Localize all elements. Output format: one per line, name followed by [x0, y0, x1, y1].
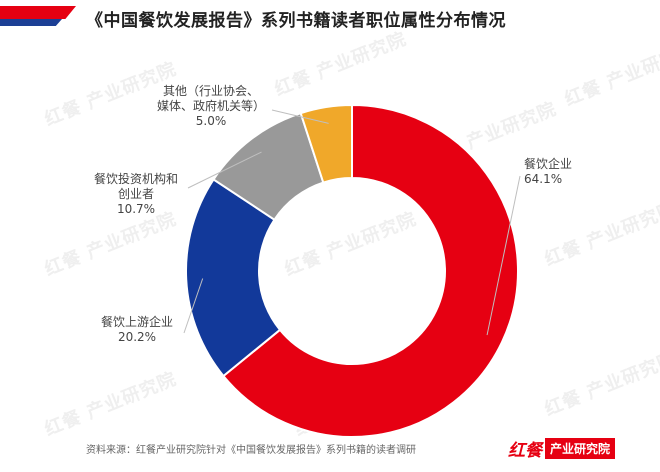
- slice-other: [299, 103, 353, 184]
- header-flag-red: [0, 6, 76, 19]
- slice-label-line: 20.2%: [117, 330, 157, 344]
- brand-logo: 红餐 产业研究院: [508, 437, 616, 461]
- slice-label-line: 64.1%: [524, 172, 563, 186]
- slice-label-line: 餐饮企业: [524, 157, 573, 171]
- source-note: 资料来源：红餐产业研究院针对《中国餐饮发展报告》系列书籍的读者调研: [86, 445, 416, 456]
- slice-label-line: 10.7%: [116, 202, 156, 216]
- slice-label-other: 其他（行业协会、 媒体、政府机关等） 5.0%: [146, 84, 276, 129]
- leader-line: [187, 151, 262, 189]
- slice-label-line: 媒体、政府机关等）: [156, 99, 265, 113]
- chart-title: 《中国餐饮发展报告》系列书籍读者职位属性分布情况: [86, 11, 506, 31]
- slice-label-line: 5.0%: [195, 114, 227, 128]
- slice-label-line: 餐饮投资机构和: [93, 172, 178, 186]
- logo-name: 产业研究院: [545, 437, 616, 459]
- slice-label-line: 创业者: [117, 187, 154, 201]
- logo-mark: 红餐: [508, 440, 542, 461]
- slice-catering-enterprises: [222, 103, 519, 438]
- slice-upstream-enterprises: [185, 178, 282, 378]
- slice-label-upstream-enterprises: 餐饮上游企业 20.2%: [92, 315, 182, 345]
- leader-line: [183, 278, 204, 334]
- header-flag-blue: [0, 19, 62, 26]
- leader-line: [486, 175, 521, 336]
- slice-label-investors: 餐饮投资机构和 创业者 10.7%: [86, 172, 186, 217]
- slice-label-line: 餐饮上游企业: [100, 315, 173, 329]
- leader-line: [271, 109, 329, 124]
- slice-label-line: 其他（行业协会、: [162, 84, 259, 98]
- slice-label-catering-enterprises: 餐饮企业 64.1%: [524, 157, 572, 187]
